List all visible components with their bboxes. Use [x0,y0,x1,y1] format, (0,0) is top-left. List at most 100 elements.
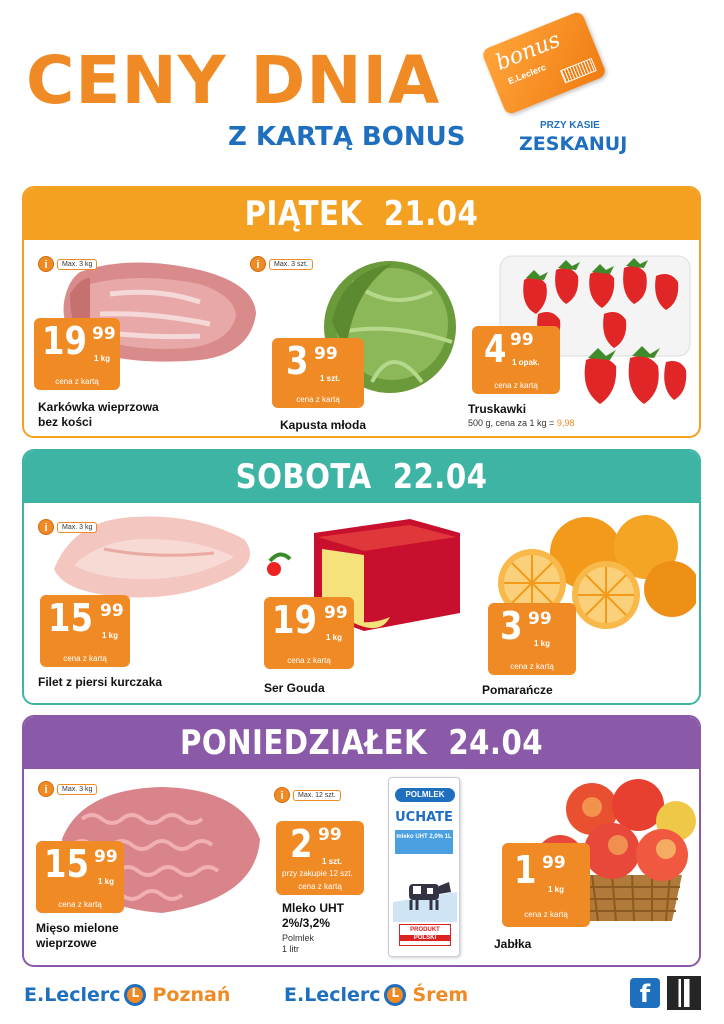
product-name-line1: Mięso mielone [36,921,119,935]
day-title: PONIEDZIAŁEK 24.04 [179,723,544,763]
price-card-label: cena z kartą [287,656,331,665]
product-desc: 500 g, cena za 1 kg = 9,98 [468,418,574,429]
product-name: Truskawki [468,402,527,416]
price-unit: 1 kg [98,877,115,886]
price-condition: przy zakupie 12 szt. [282,869,353,878]
price-gr: 99 [324,603,348,623]
cow-icon [393,882,457,922]
scan-big-text: ZESKANUJ [519,133,628,155]
price-card-label: cena z kartą [298,882,342,891]
info-icon: i [274,787,290,803]
price-zl: 19 [272,598,317,642]
price-card-label: cena z kartą [55,377,99,386]
product-desc-line2: 1 litr [282,944,300,955]
price-card-label: cena z kartą [510,662,554,671]
price-gr: 99 [314,344,338,364]
day-section-monday: PONIEDZIAŁEK 24.04 i Max. 3 kg 15 99 1 k… [22,715,701,967]
product-name: Mięso mielone wieprzowe [36,921,119,951]
price-gr: 99 [94,847,118,867]
barcode-icon [559,57,597,84]
price-zl: 19 [42,319,87,363]
product-name-line1: Mleko UHT [282,901,345,915]
product-name: Karkówka wieprzowa bez kości [38,400,159,430]
price-tag: 3 99 1 szt. cena z kartą [272,338,364,408]
limit-text: Max. 3 kg [57,783,98,795]
limit-tag: i Max. 12 szt. [274,787,341,803]
product-name-line1: Karkówka wieprzowa [38,400,159,414]
chicken-fillet-image [54,516,251,598]
carton-name: UCHATE [395,810,453,825]
price-zl: 15 [44,842,89,886]
product-name: Filet z piersi kurczaka [38,675,163,689]
price-gr: 99 [542,853,566,873]
price-unit: 1 kg [534,639,551,648]
carton-brand: POLMLEK [395,788,455,802]
carton-fat: mleko UHT 2,0% 1L [395,830,453,854]
store-city: Śrem [412,984,469,1006]
product-desc-text: 500 g, cena za 1 kg = [468,418,555,428]
page-title: CENY DNIA [26,42,441,119]
price-unit: 1 opak. [512,358,540,367]
info-icon: i [250,256,266,272]
store-city: Poznań [152,984,231,1006]
limit-tag: i Max. 3 kg [38,519,98,535]
price-card-label: cena z kartą [524,910,568,919]
store-logo-poznan[interactable]: E.Leclerc Poznań [24,984,230,1006]
product-desc-line1: Polmlek [282,933,315,943]
milk-carton-image: POLMLEK UCHATE mleko UHT 2,0% 1L PRODUKT… [388,777,460,957]
price-zl: 15 [48,596,93,640]
price-unit: 1 szt. [320,374,341,383]
price-zl: 3 [286,339,309,383]
info-icon: i [38,781,54,797]
product-name-line2: wieprzowe [36,936,97,950]
limit-tag: i Max. 3 kg [38,256,98,272]
facebook-icon[interactable]: f [630,978,660,1008]
info-icon: i [38,519,54,535]
scan-small-text: PRZY KASIE [540,120,600,131]
limit-text: Max. 12 szt. [293,789,341,801]
footer: E.Leclerc Poznań E.Leclerc Śrem f [0,970,724,1024]
leclerc-logo-icon [384,984,407,1006]
product-name-line2: 2%/3,2% [282,916,331,930]
price-card-label: cena z kartą [63,654,107,663]
badge-line2: POLSKI [400,934,450,942]
price-unit: 1 kg [94,354,111,363]
info-icon: i [38,256,54,272]
bonus-card-image: bonus E.Leclerc [480,10,608,116]
price-gr: 99 [100,601,124,621]
day-title: SOBOTA 22.04 [235,457,488,497]
price-tag: 15 99 1 kg cena z kartą [40,595,130,667]
price-gr: 99 [528,609,552,629]
day-section-saturday: SOBOTA 22.04 i Max. 3 kg 15 99 1 kg cena… [22,449,701,705]
price-zl: 1 [514,848,537,892]
oranges-image [498,515,696,629]
price-tag: 1 99 1 kg cena z kartą [502,843,590,927]
store-logo-srem[interactable]: E.Leclerc Śrem [284,984,468,1006]
qr-code-icon[interactable] [667,976,701,1010]
price-tag: 19 99 1 kg cena z kartą [34,318,120,390]
limit-tag: i Max. 3 szt. [250,256,313,272]
product-name-line2: bez kości [38,415,93,429]
day-title: PIĄTEK 21.04 [244,194,479,234]
price-unit: 1 szt. [322,857,343,866]
day-section-friday: PIĄTEK 21.04 i Max. 3 kg 19 99 1 kg cena… [22,186,701,438]
logo-brand: E.Leclerc [24,984,121,1006]
apples-image [536,779,696,922]
price-card-label: cena z kartą [494,381,538,390]
limit-text: Max. 3 szt. [269,258,313,270]
price-tag: 19 99 1 kg cena z kartą [264,597,354,669]
product-desc: Polmlek 1 litr [282,933,314,956]
price-zl: 4 [484,327,507,371]
price-zl: 2 [290,822,313,866]
leclerc-logo-icon [124,984,147,1006]
price-tag: 15 99 1 kg cena z kartą [36,841,124,913]
logo-brand: E.Leclerc [284,984,381,1006]
limit-tag: i Max. 3 kg [38,781,98,797]
price-zl: 3 [500,604,523,648]
price-tag: 4 99 1 opak. cena z kartą [472,326,560,394]
price-unit: 1 kg [102,631,119,640]
product-desc-price: 9,98 [556,418,575,428]
price-tag: 3 99 1 kg cena z kartą [488,603,576,675]
badge-line1: PRODUKT [410,927,440,933]
price-tag: 2 99 1 szt. przy zakupie 12 szt. cena z … [276,821,364,895]
